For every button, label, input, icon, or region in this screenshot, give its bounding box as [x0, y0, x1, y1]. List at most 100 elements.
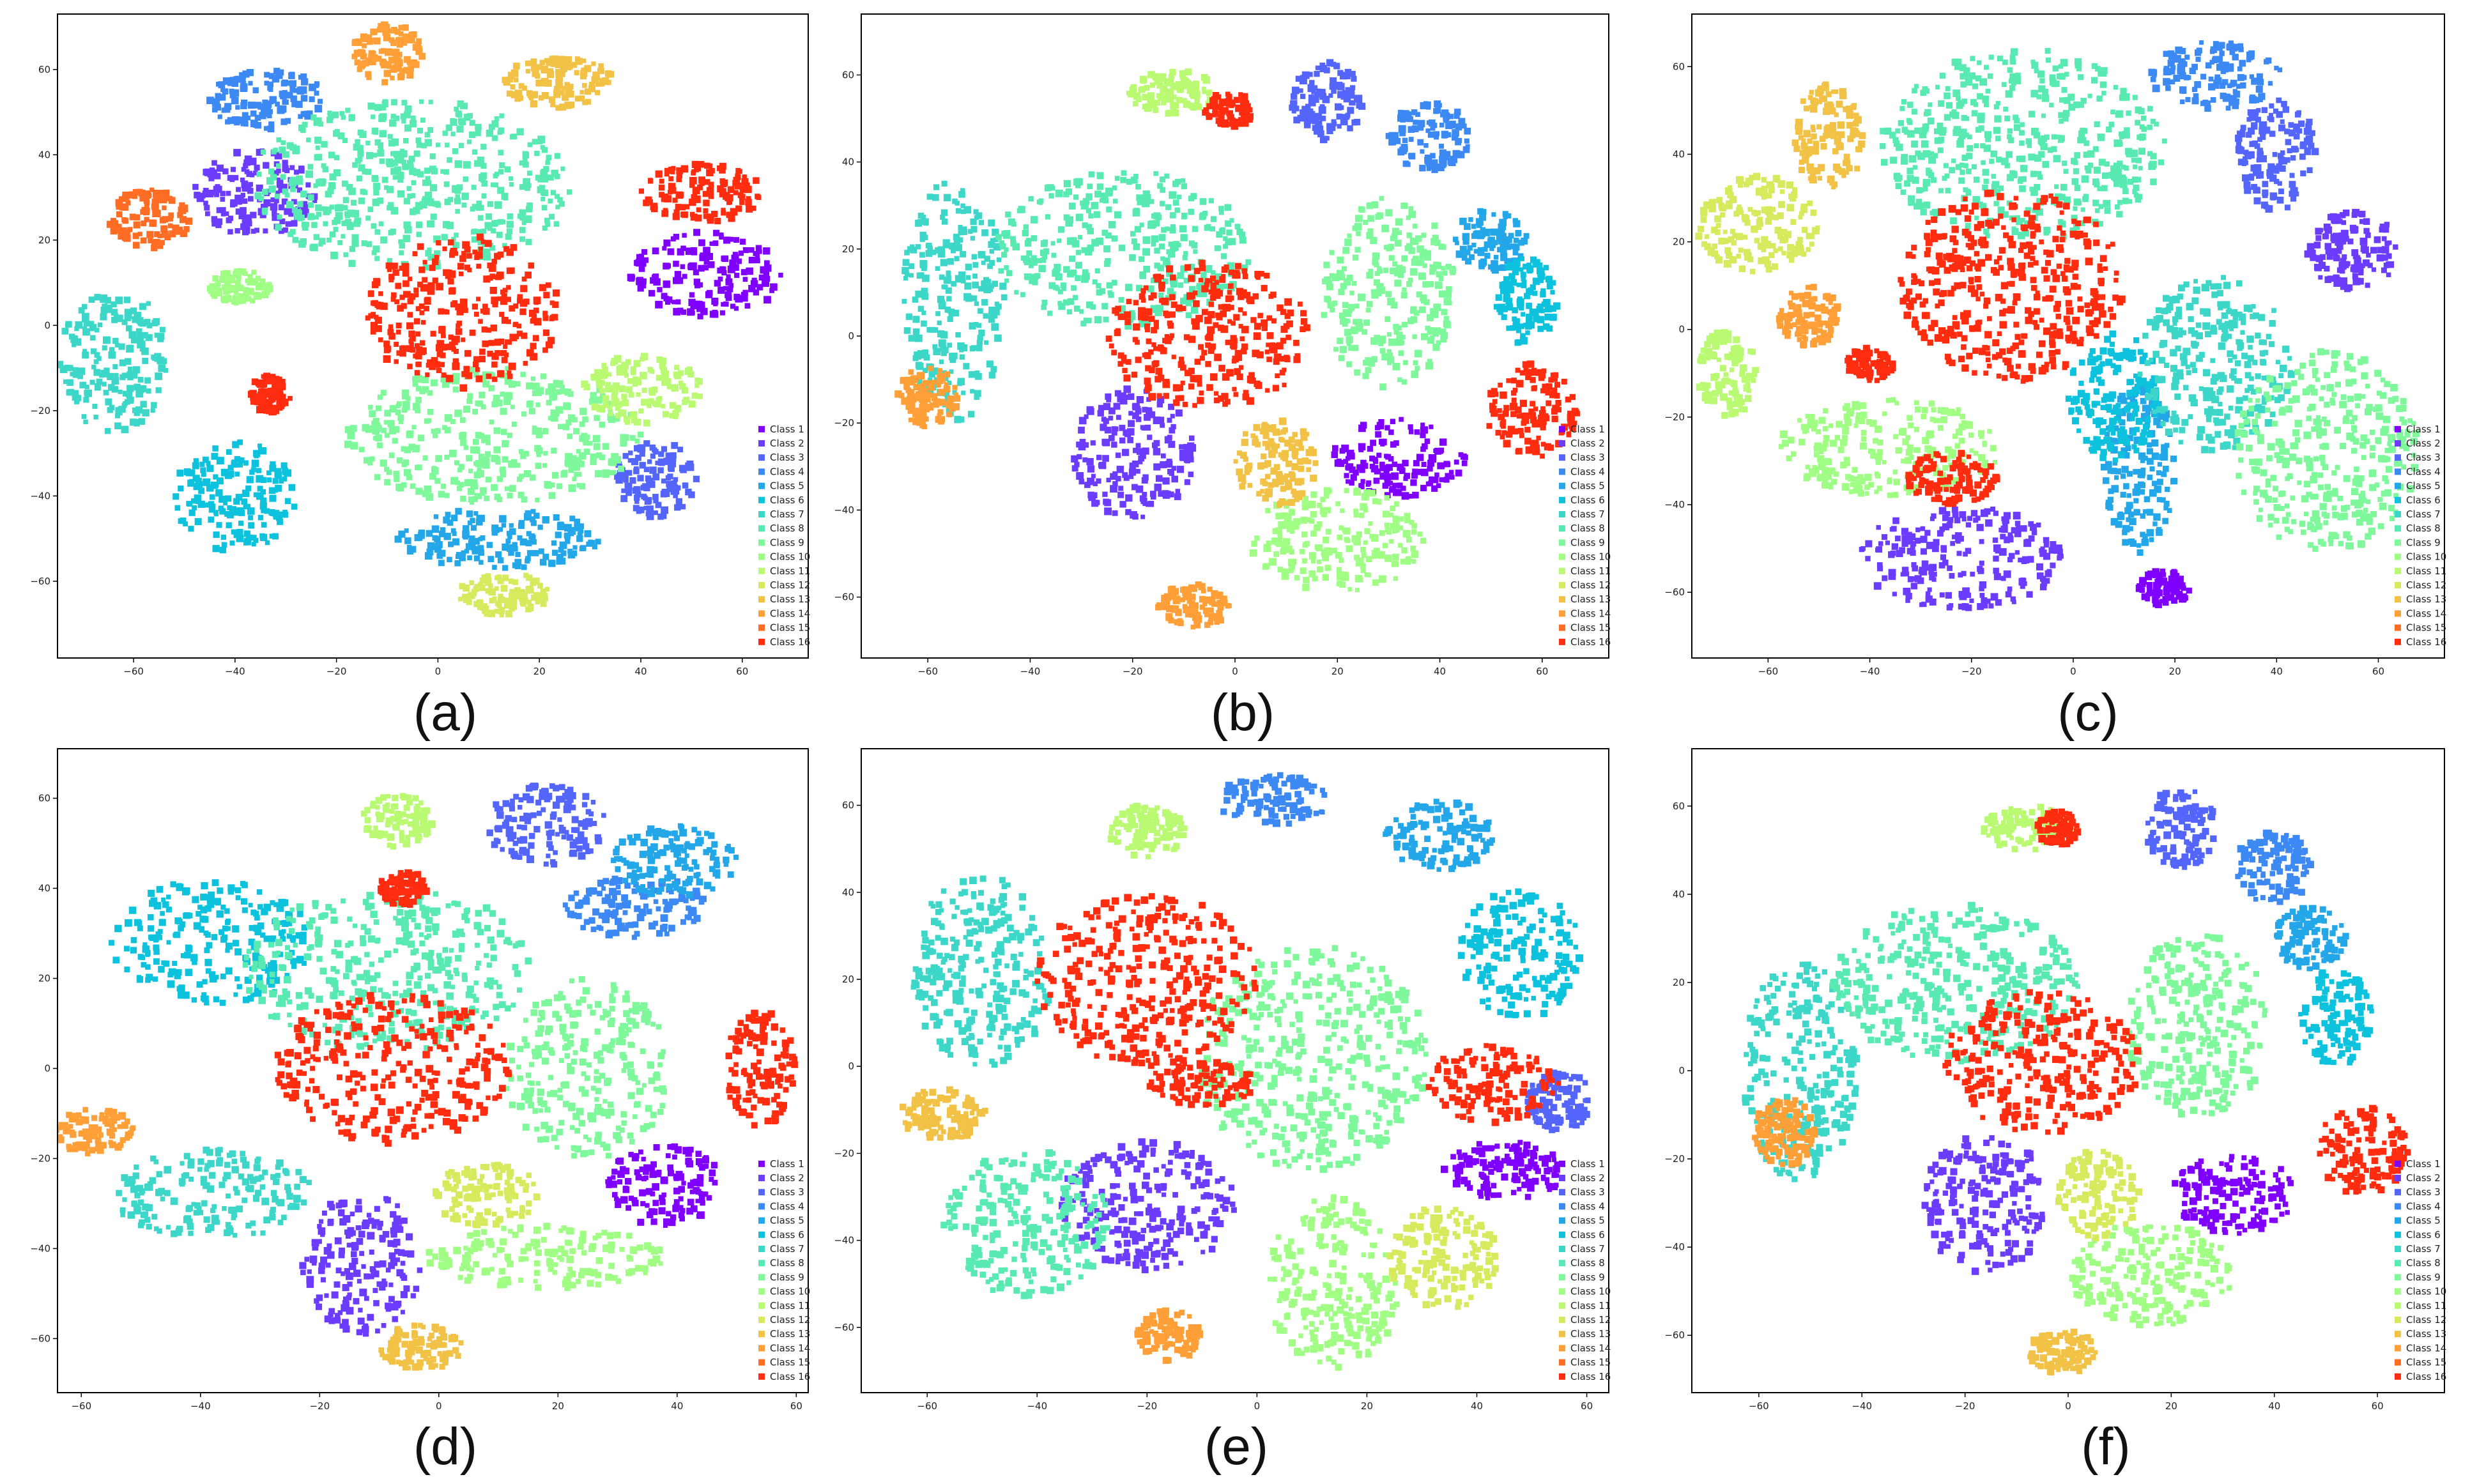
data-point — [209, 494, 215, 500]
data-point — [102, 345, 107, 351]
data-point — [917, 305, 924, 312]
data-point — [383, 70, 391, 77]
data-point — [473, 356, 480, 363]
data-point — [1341, 114, 1346, 119]
data-point — [327, 111, 332, 116]
data-point — [1364, 572, 1370, 578]
data-point — [1434, 472, 1439, 478]
data-point — [1418, 272, 1426, 280]
data-point — [661, 446, 668, 452]
data-point — [262, 188, 268, 195]
data-point — [94, 294, 101, 301]
data-point — [694, 383, 700, 388]
data-point — [1168, 441, 1176, 448]
data-point — [1413, 310, 1420, 316]
data-point — [77, 373, 84, 379]
data-point — [1082, 198, 1090, 205]
data-point — [1164, 173, 1170, 179]
data-point — [1181, 183, 1187, 190]
data-point — [679, 204, 686, 211]
data-point — [406, 471, 411, 477]
data-point — [381, 79, 388, 86]
data-point — [418, 52, 426, 60]
data-point — [679, 380, 684, 386]
data-point — [459, 583, 466, 590]
data-point — [256, 149, 263, 156]
data-point — [1443, 110, 1448, 115]
data-point — [661, 210, 669, 217]
data-point — [296, 175, 303, 183]
data-point — [93, 369, 101, 376]
data-point — [1419, 306, 1426, 314]
data-point — [394, 115, 399, 121]
data-point — [445, 124, 452, 132]
data-point — [479, 560, 484, 565]
data-point — [969, 322, 976, 330]
data-point — [545, 222, 550, 227]
data-point — [1188, 286, 1196, 293]
data-point — [717, 286, 725, 294]
data-point — [1490, 228, 1498, 236]
data-point — [1083, 276, 1089, 282]
data-point — [480, 144, 487, 150]
data-point — [253, 538, 259, 543]
data-point — [1339, 93, 1344, 98]
data-point — [1072, 295, 1078, 300]
data-point — [163, 368, 169, 373]
data-point — [223, 501, 228, 506]
data-point — [290, 187, 296, 192]
data-point — [482, 461, 490, 469]
data-point — [1097, 409, 1104, 417]
data-point — [639, 450, 645, 457]
data-point — [475, 130, 481, 137]
data-point — [79, 381, 87, 388]
data-point — [629, 392, 634, 398]
data-point — [444, 414, 452, 422]
data-point — [333, 227, 339, 233]
data-point — [139, 194, 148, 202]
data-point — [567, 391, 574, 397]
data-point — [248, 181, 253, 187]
data-point — [1450, 265, 1455, 271]
data-point — [388, 56, 395, 64]
data-point — [1319, 89, 1326, 95]
data-point — [1131, 404, 1137, 409]
data-point — [1331, 273, 1340, 282]
data-point — [694, 378, 700, 383]
data-point — [698, 176, 705, 184]
data-point — [392, 160, 398, 166]
data-point — [273, 68, 280, 75]
data-point — [426, 530, 433, 537]
data-point — [1042, 254, 1048, 259]
data-point — [509, 523, 514, 528]
data-point — [254, 102, 262, 109]
data-point — [456, 184, 463, 191]
cluster-class-10 — [206, 268, 273, 306]
data-point — [217, 291, 222, 296]
data-point — [130, 307, 137, 314]
data-point — [648, 398, 654, 404]
data-point — [699, 180, 705, 186]
data-point — [1166, 270, 1174, 277]
data-point — [243, 530, 250, 537]
data-point — [944, 243, 949, 249]
data-point — [1098, 404, 1105, 411]
data-point — [159, 217, 166, 224]
legend-label-class-7: Class 7 — [770, 509, 804, 520]
data-point — [416, 346, 423, 353]
data-point — [1291, 93, 1298, 100]
data-point — [266, 287, 272, 293]
data-point — [1055, 189, 1063, 197]
data-point — [1167, 434, 1172, 440]
data-point — [1069, 256, 1075, 262]
data-point — [1523, 233, 1530, 239]
data-point — [530, 342, 537, 349]
data-point — [1103, 245, 1110, 252]
data-point — [602, 443, 610, 450]
data-point — [697, 305, 704, 312]
data-point — [1427, 327, 1435, 335]
data-point — [639, 254, 645, 259]
data-point — [1329, 83, 1336, 90]
data-point — [1536, 267, 1544, 275]
data-point — [496, 272, 504, 279]
